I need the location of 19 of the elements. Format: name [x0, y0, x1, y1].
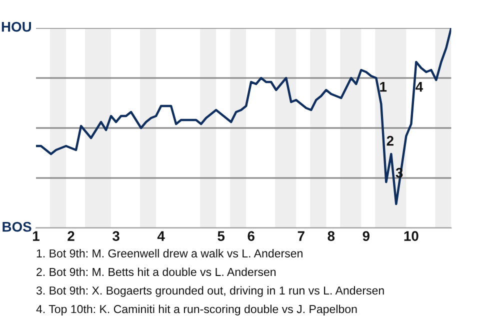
annotation: 1: [380, 82, 387, 92]
x-tick-label: 9: [362, 231, 370, 241]
x-tick-label: 5: [218, 231, 225, 241]
x-tick-label: 2: [68, 231, 74, 241]
annotation: 2: [386, 136, 394, 146]
x-tick-label: 1: [33, 231, 40, 241]
text: BOS: [2, 222, 32, 232]
annotation: 4: [416, 82, 424, 92]
x-tick-label: 7: [298, 231, 304, 241]
text: 3. Bot 9th: X. Bogaerts grounded out, driving in 1 run vs L. Andersen: [36, 286, 384, 297]
x-tick-label: 8: [328, 231, 335, 241]
text: 4. Top 10th: K. Caminiti hit a run-scoring double vs J. Papelbon: [36, 304, 357, 316]
x-tick-label: 4: [157, 231, 165, 241]
x-tick-label: 10: [404, 231, 418, 241]
text: 2. Bot 9th: M. Betts hit a double vs L. Andersen: [36, 268, 276, 276]
text: 1. Bot 9th: M. Greenwell drew a walk vs L. Andersen: [36, 249, 302, 258]
x-tick-label: 3: [112, 231, 120, 241]
text: HOU: [2, 22, 31, 32]
x-tick-label: 6: [248, 231, 254, 241]
